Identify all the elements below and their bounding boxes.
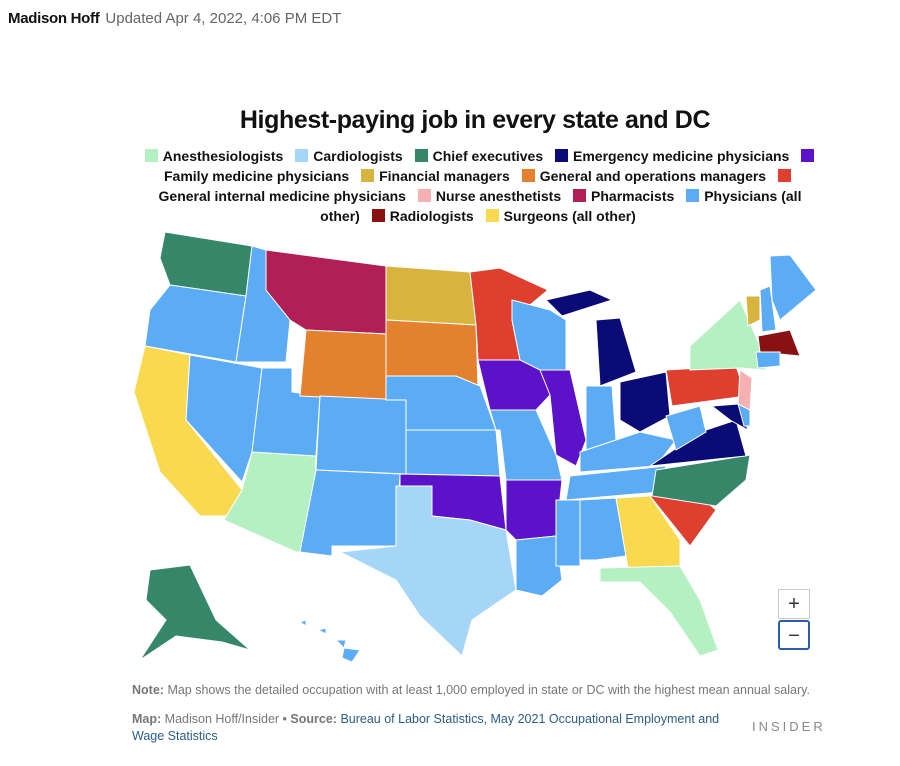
state[interactable] (385, 265, 477, 326)
legend-label: Cardiologists (313, 148, 403, 164)
legend-item[interactable]: Emergency medicine physicians (555, 148, 789, 164)
zoom-in[interactable]: + (778, 589, 810, 619)
legend-label: Radiologists (389, 208, 474, 224)
legend-item[interactable]: Chief executives (414, 148, 544, 164)
state[interactable] (185, 354, 263, 483)
state[interactable] (710, 403, 749, 432)
legend-item[interactable]: Pharmacists (573, 188, 674, 204)
state[interactable] (144, 284, 247, 363)
zoom-out[interactable]: − (778, 620, 810, 650)
state[interactable] (755, 351, 781, 369)
state[interactable] (341, 647, 361, 663)
legend-swatch (371, 209, 385, 222)
legend-swatch (485, 209, 499, 222)
legend-label: Pharmacists (591, 188, 675, 204)
state[interactable] (299, 329, 387, 401)
byline: Madison Hoff Updated Apr 4, 2022, 4:06 PM… (8, 10, 341, 27)
state[interactable] (737, 369, 753, 411)
state[interactable] (405, 429, 501, 477)
state[interactable] (489, 409, 563, 481)
state[interactable] (615, 495, 681, 569)
state[interactable] (599, 565, 719, 657)
legend-label: Anesthesiologists (162, 148, 284, 164)
logo: INSIDER (752, 719, 826, 734)
state[interactable] (316, 627, 327, 635)
source: Map: Madison Hoff/Insider • Source: Bure… (132, 711, 742, 745)
author[interactable]: Madison Hoff (8, 10, 100, 27)
state[interactable] (665, 405, 707, 451)
legend-label: Emergency medicine physicians (573, 148, 790, 164)
state[interactable] (759, 285, 777, 333)
source-label: Source: (290, 712, 337, 726)
note-label: Note: (132, 683, 164, 697)
legend-swatch (686, 189, 700, 202)
state[interactable] (595, 317, 637, 387)
legend-swatch (295, 149, 309, 162)
legend-item[interactable]: General and operations managers (521, 168, 767, 184)
state[interactable] (315, 395, 407, 475)
legend-label: Surgeons (all other) (503, 208, 636, 224)
state[interactable] (585, 385, 617, 451)
legend-swatch (777, 169, 791, 182)
state[interactable] (665, 365, 747, 407)
legend-label: Family medicine physicians (164, 168, 350, 184)
legend-swatch (801, 149, 815, 162)
map-credit: Madison Hoff/Insider • (164, 712, 287, 726)
state[interactable] (769, 254, 817, 321)
state[interactable] (579, 497, 627, 561)
legend-swatch (573, 189, 587, 202)
legend-swatch (555, 149, 568, 162)
legend-swatch (361, 169, 375, 182)
legend-item[interactable]: Cardiologists (295, 148, 403, 164)
legend: Anesthesiologists Cardiologists Chief ex… (140, 146, 820, 226)
legend-item[interactable]: Anesthesiologists (144, 148, 284, 164)
map-label: Map: (132, 712, 162, 726)
legend-item[interactable]: Radiologists (371, 208, 474, 224)
note-text: Map shows the detailed occupation with a… (167, 683, 810, 697)
note: Note: Map shows the detailed occupation … (132, 683, 810, 697)
legend-item[interactable]: Surgeons (all other) (485, 208, 636, 224)
state[interactable] (539, 369, 587, 467)
updated: Updated Apr 4, 2022, 4:06 PM EDT (105, 10, 342, 27)
state[interactable] (299, 469, 401, 557)
legend-label: General internal medicine physicians (158, 188, 406, 204)
state[interactable] (555, 499, 581, 567)
map-title: Highest-paying job in every state and DC (239, 106, 711, 134)
legend-label: Nurse anesthetists (435, 188, 562, 204)
legend-item[interactable]: General internal medicine physicians (159, 168, 796, 204)
state[interactable] (505, 479, 563, 541)
legend-label: Chief executives (432, 148, 544, 164)
state[interactable] (515, 535, 563, 597)
legend-label: General and operations managers (539, 168, 767, 184)
legend-item[interactable]: Family medicine physicians (164, 148, 819, 184)
state[interactable] (757, 329, 801, 357)
state[interactable] (139, 564, 251, 661)
legend-item[interactable]: Nurse anesthetists (417, 188, 562, 204)
legend-item[interactable]: Physicians (all other) (320, 188, 801, 224)
state[interactable] (737, 403, 751, 427)
state[interactable] (545, 289, 614, 317)
legend-label: Financial managers (379, 168, 510, 184)
state[interactable] (619, 371, 671, 433)
legend-label: Physicians (all other) (320, 188, 802, 224)
legend-swatch (417, 189, 431, 202)
state[interactable] (745, 295, 761, 327)
state[interactable] (338, 485, 517, 657)
source-link[interactable]: Bureau of Labor Statistics, May 2021 Occ… (132, 712, 720, 743)
state[interactable] (334, 639, 347, 649)
legend-swatch (414, 149, 428, 162)
legend-swatch (521, 169, 535, 182)
state[interactable] (298, 619, 307, 627)
state[interactable] (579, 431, 677, 473)
legend-item[interactable]: Financial managers (361, 168, 510, 184)
legend-swatch (144, 149, 158, 162)
